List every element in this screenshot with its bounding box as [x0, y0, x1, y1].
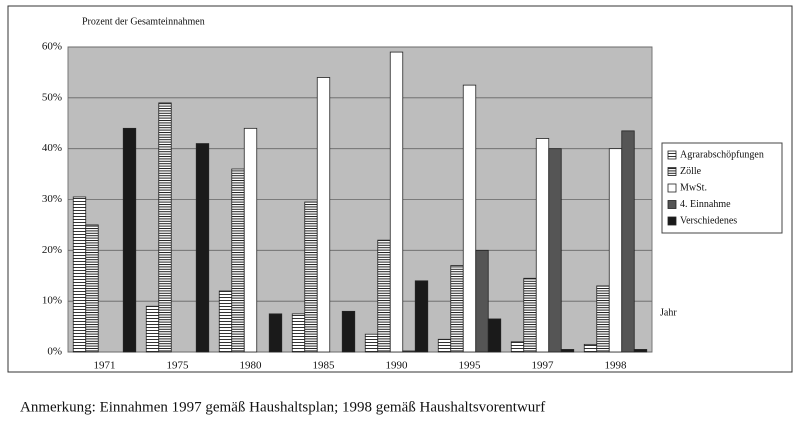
legend-label: 4. Einnahme	[680, 199, 731, 210]
bar	[437, 338, 452, 353]
bar	[341, 310, 356, 353]
y-axis-label: Prozent der Gesamteinnahmen	[82, 16, 205, 27]
y-tick-label: 20%	[42, 244, 62, 256]
bar	[268, 313, 283, 353]
x-tick-label: 1990	[386, 360, 409, 372]
legend-swatch	[667, 200, 677, 209]
legend-label: Zölle	[680, 166, 702, 177]
bar	[548, 148, 562, 353]
bar	[402, 350, 416, 353]
bar	[364, 333, 379, 353]
bar	[377, 239, 391, 353]
bar	[316, 77, 331, 353]
bar	[291, 313, 306, 353]
bar	[608, 148, 623, 353]
bar	[158, 102, 172, 353]
legend-swatch	[667, 150, 677, 160]
bar	[487, 318, 502, 353]
y-tick-label: 60%	[42, 41, 62, 53]
bar	[560, 349, 575, 353]
bar	[633, 349, 648, 353]
bar	[243, 127, 258, 353]
bar	[389, 51, 404, 353]
bar	[231, 168, 245, 353]
annotation: Anmerkung: Einnahmen 1997 gemäß Haushalt…	[20, 399, 545, 415]
bar	[510, 341, 525, 353]
legend-swatch	[667, 167, 677, 176]
x-axis-label: Jahr	[660, 307, 677, 318]
legend-swatch	[667, 183, 677, 193]
y-tick-label: 30%	[42, 193, 62, 205]
legend-swatch	[667, 216, 677, 226]
y-tick-label: 50%	[42, 91, 62, 103]
x-tick-label: 1997	[532, 360, 555, 372]
bar	[596, 285, 610, 353]
bar	[535, 138, 550, 353]
bar	[122, 127, 137, 353]
y-tick-label: 10%	[42, 295, 62, 307]
bar	[85, 224, 99, 353]
chart-frame	[7, 5, 793, 373]
x-tick-label: 1980	[240, 360, 263, 372]
bar	[621, 130, 635, 353]
bar	[145, 305, 160, 353]
x-tick-label: 1985	[313, 360, 336, 372]
legend-label: MwSt.	[680, 182, 707, 193]
bar	[218, 290, 233, 353]
bar	[304, 201, 318, 353]
bar	[523, 277, 537, 353]
x-tick-label: 1998	[605, 360, 628, 372]
y-tick-label: 40%	[42, 142, 62, 154]
bar	[450, 265, 464, 353]
bar	[583, 343, 598, 353]
x-tick-label: 1975	[167, 360, 190, 372]
legend-label: Agrarabschöpfungen	[680, 149, 764, 160]
bar	[462, 84, 477, 353]
legend	[661, 142, 783, 234]
bar	[414, 280, 429, 353]
bar	[72, 196, 87, 353]
x-tick-label: 1995	[459, 360, 482, 372]
y-tick-label: 0%	[47, 346, 62, 358]
x-tick-label: 1971	[94, 360, 116, 372]
bar	[475, 249, 489, 353]
legend-label: Verschiedenes	[680, 215, 737, 226]
bar	[195, 143, 210, 353]
